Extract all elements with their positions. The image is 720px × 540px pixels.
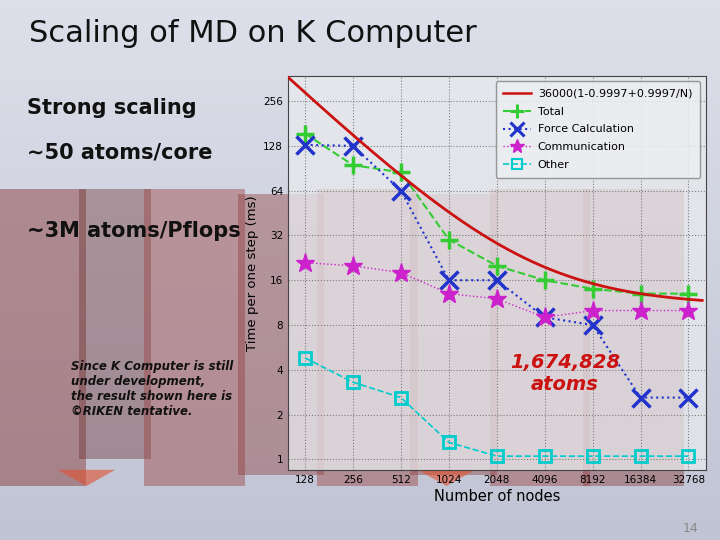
Polygon shape bbox=[58, 470, 115, 486]
Bar bbox=[410, 194, 497, 475]
Bar bbox=[583, 189, 684, 486]
Text: ∼50 atoms/core: ∼50 atoms/core bbox=[27, 143, 213, 163]
Polygon shape bbox=[418, 470, 475, 486]
Bar bbox=[0, 189, 86, 486]
Bar bbox=[79, 189, 151, 459]
Text: Since K Computer is still
under development,
the result shown here is
©RIKEN ten: Since K Computer is still under developm… bbox=[71, 360, 234, 418]
X-axis label: Number of nodes: Number of nodes bbox=[433, 489, 560, 504]
Bar bbox=[317, 189, 418, 486]
Text: 1,674,828
atoms: 1,674,828 atoms bbox=[510, 353, 620, 394]
Text: ~3M atoms/Pflops: ~3M atoms/Pflops bbox=[27, 221, 241, 241]
Legend: 36000(1-0.9997+0.9997/N), Total, Force Calculation, Communication, Other: 36000(1-0.9997+0.9997/N), Total, Force C… bbox=[495, 81, 700, 178]
Bar bbox=[144, 189, 245, 486]
Text: Strong scaling: Strong scaling bbox=[27, 98, 197, 118]
Text: Scaling of MD on K Computer: Scaling of MD on K Computer bbox=[29, 19, 477, 48]
Y-axis label: Time per one step (ms): Time per one step (ms) bbox=[246, 195, 259, 350]
Bar bbox=[238, 194, 324, 475]
Text: 14: 14 bbox=[683, 522, 698, 535]
Bar bbox=[490, 189, 590, 486]
